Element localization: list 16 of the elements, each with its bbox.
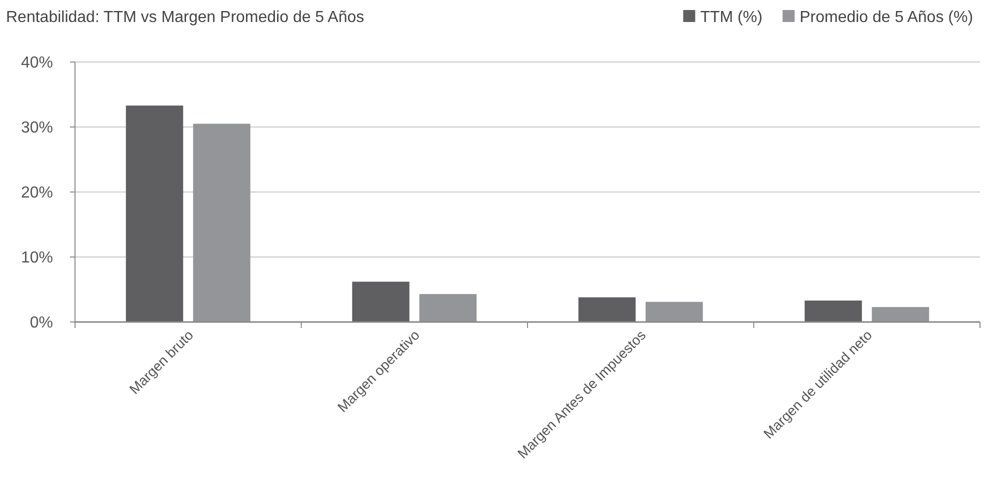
bar bbox=[193, 124, 250, 322]
legend-label: TTM (%) bbox=[700, 9, 762, 26]
chart-title: Rentabilidad: TTM vs Margen Promedio de 5 Años bbox=[6, 9, 364, 26]
bar bbox=[804, 300, 862, 322]
bar bbox=[578, 297, 636, 322]
legend-label: Promedio de 5 Años (%) bbox=[800, 9, 974, 26]
y-tick-label: 30% bbox=[20, 120, 53, 137]
y-tick-label: 20% bbox=[20, 184, 53, 202]
bar bbox=[126, 106, 184, 322]
y-tick-label: 40% bbox=[20, 54, 53, 72]
bar bbox=[352, 282, 410, 322]
y-tick-label: 0% bbox=[30, 314, 53, 332]
bar bbox=[872, 307, 930, 322]
bar bbox=[646, 302, 703, 322]
y-tick-label: 10% bbox=[20, 250, 53, 267]
bar bbox=[419, 294, 477, 322]
